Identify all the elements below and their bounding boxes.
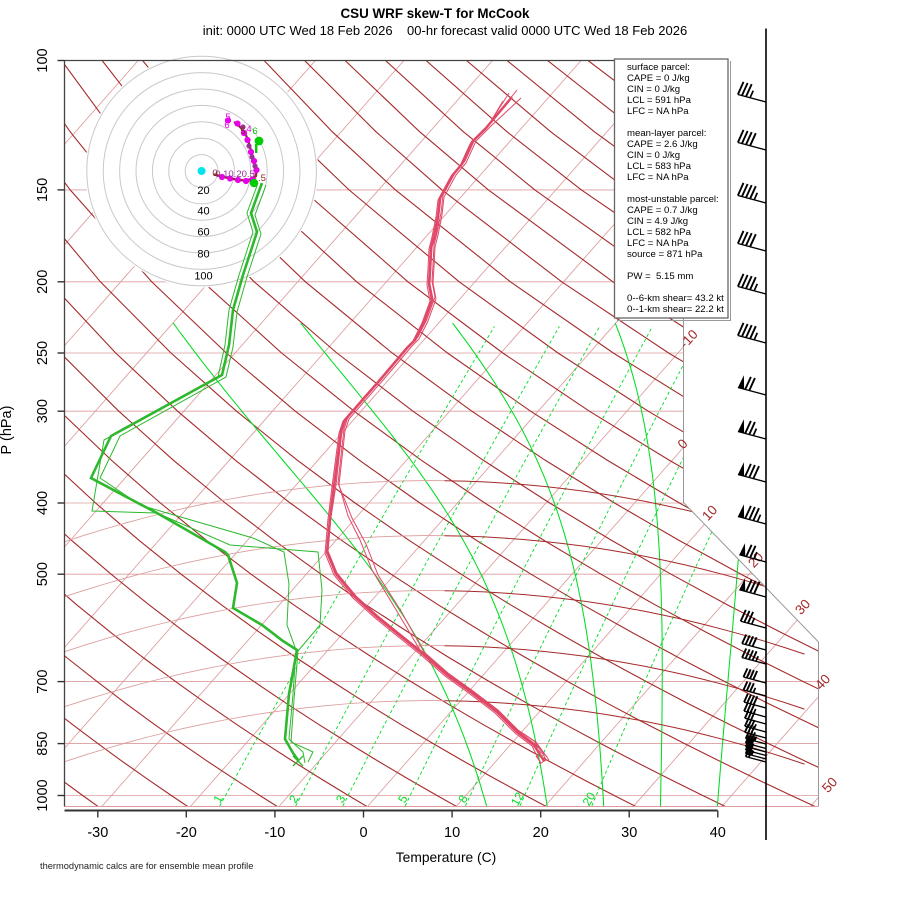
svg-text:40: 40 — [710, 825, 726, 841]
svg-text:.5: .5 — [258, 173, 266, 184]
svg-text:850: 850 — [35, 731, 51, 755]
svg-text:mean-layer parcel:: mean-layer parcel: — [627, 128, 706, 139]
svg-text:5: 5 — [225, 112, 230, 123]
svg-text:LFC = NA hPa: LFC = NA hPa — [627, 106, 689, 117]
svg-text:6: 6 — [252, 126, 257, 137]
svg-text:80: 80 — [197, 249, 209, 261]
svg-text:P (hPa): P (hPa) — [0, 406, 15, 455]
svg-text:40: 40 — [197, 206, 209, 218]
svg-text:surface parcel:: surface parcel: — [627, 62, 690, 73]
svg-text:10: 10 — [699, 502, 720, 523]
svg-text:LCL = 583 hPa: LCL = 583 hPa — [627, 161, 692, 172]
svg-text:10: 10 — [444, 825, 460, 841]
svg-text:250: 250 — [35, 341, 51, 365]
svg-text:-20: -20 — [176, 825, 197, 841]
svg-text:40: 40 — [812, 671, 833, 692]
svg-text:LFC = NA hPa: LFC = NA hPa — [627, 172, 689, 183]
svg-text:CSU WRF skew-T for McCook: CSU WRF skew-T for McCook — [341, 6, 531, 21]
svg-text:LFC = NA hPa: LFC = NA hPa — [627, 238, 689, 249]
svg-text:LCL = 582 hPa: LCL = 582 hPa — [627, 227, 692, 238]
svg-text:0--6-km shear= 43.2 kt: 0--6-km shear= 43.2 kt — [627, 293, 724, 304]
svg-text:Temperature (C): Temperature (C) — [396, 850, 496, 865]
svg-text:-10: -10 — [264, 825, 285, 841]
svg-text:100: 100 — [35, 48, 51, 72]
svg-text:0.10.20.5: 0.10.20.5 — [215, 169, 255, 180]
svg-text:0--1-km shear= 22.2 kt: 0--1-km shear= 22.2 kt — [627, 304, 724, 315]
svg-text:thermodynamic calcs are for en: thermodynamic calcs are for ensemble mea… — [40, 861, 253, 871]
svg-text:6: 6 — [224, 120, 229, 131]
svg-text:500: 500 — [35, 562, 51, 586]
svg-text:CAPE = 0.7 J/kg: CAPE = 0.7 J/kg — [627, 205, 698, 216]
svg-text:1: 1 — [251, 171, 256, 182]
svg-text:400: 400 — [35, 491, 51, 515]
svg-text:-30: -30 — [87, 825, 108, 841]
svg-text:20: 20 — [745, 549, 766, 570]
svg-text:most-unstable parcel:: most-unstable parcel: — [627, 194, 719, 205]
svg-text:100: 100 — [194, 271, 212, 283]
svg-text:0: 0 — [359, 825, 367, 841]
svg-text:source = 871 hPa: source = 871 hPa — [627, 249, 703, 260]
svg-text:20: 20 — [197, 185, 209, 197]
svg-text:30: 30 — [792, 596, 813, 617]
svg-text:700: 700 — [35, 669, 51, 693]
svg-text:4: 4 — [246, 124, 251, 135]
svg-text:50: 50 — [819, 774, 840, 795]
svg-text:init: 0000 UTC Wed 18 Feb 2026: init: 0000 UTC Wed 18 Feb 2026 00-hr for… — [203, 23, 687, 38]
svg-text:1000: 1000 — [35, 779, 51, 811]
svg-text:0: 0 — [212, 168, 217, 179]
svg-text:20: 20 — [533, 825, 549, 841]
svg-text:200: 200 — [35, 270, 51, 294]
svg-text:CIN = 0 J/kg: CIN = 0 J/kg — [627, 84, 680, 95]
svg-text:60: 60 — [197, 227, 209, 239]
svg-text:PW = 5.15 mm: PW = 5.15 mm — [627, 271, 693, 282]
svg-text:20: 20 — [580, 789, 599, 808]
svg-text:300: 300 — [35, 399, 51, 423]
svg-text:12: 12 — [508, 789, 527, 808]
svg-text:150: 150 — [35, 178, 51, 202]
svg-text:30: 30 — [621, 825, 637, 841]
svg-text:CIN = 4.9 J/kg: CIN = 4.9 J/kg — [627, 216, 688, 227]
svg-text:LCL = 591 hPa: LCL = 591 hPa — [627, 95, 692, 106]
svg-text:CAPE = 0 J/kg: CAPE = 0 J/kg — [627, 73, 690, 84]
svg-text:CIN = 0 J/kg: CIN = 0 J/kg — [627, 150, 680, 161]
svg-text:5: 5 — [240, 126, 245, 137]
svg-text:CAPE = 2.6 J/kg: CAPE = 2.6 J/kg — [627, 139, 698, 150]
